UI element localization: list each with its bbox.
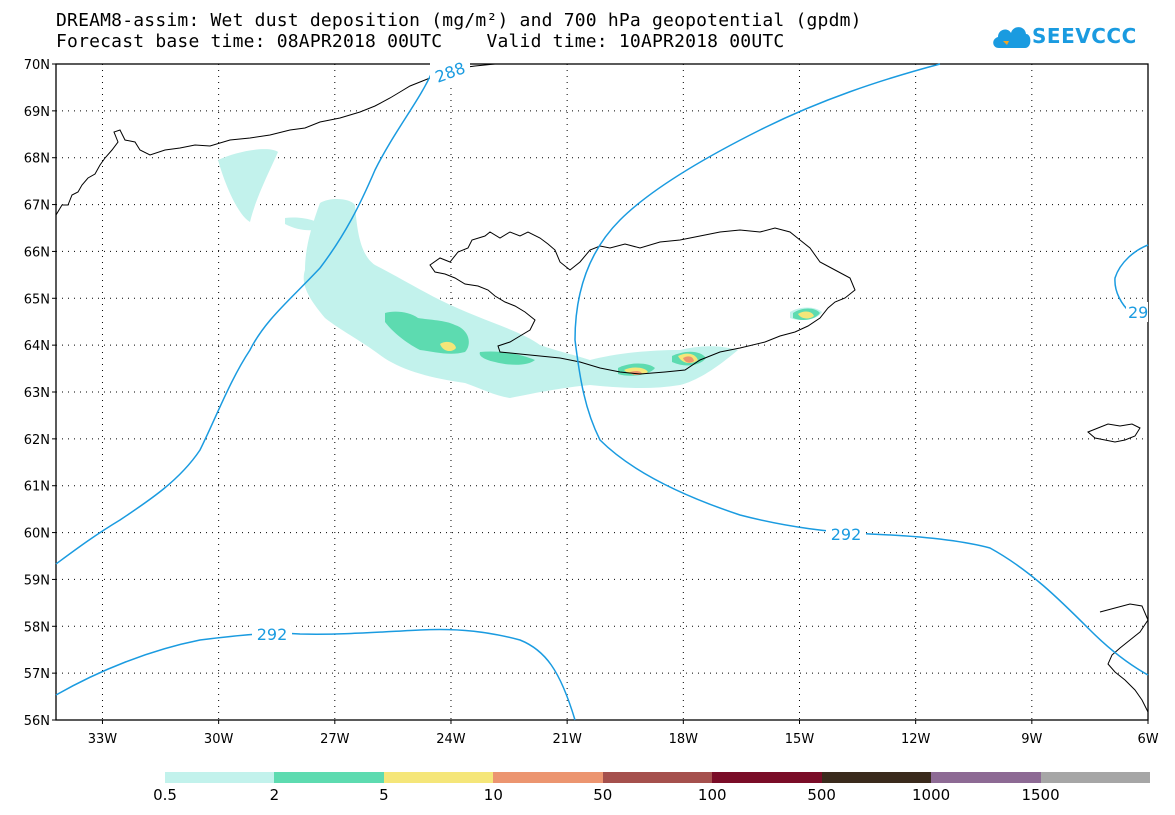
legend-label: 100 (697, 786, 727, 804)
map-subtitle: Forecast base time: 08APR2018 00UTC Vali… (56, 31, 785, 52)
contour-label: 29 (1128, 303, 1148, 322)
geopotential-contours (55, 63, 1149, 721)
legend-label: 500 (807, 786, 836, 804)
lon-label: 21W (552, 732, 582, 747)
deposition-low (218, 149, 278, 222)
greenland-coast (55, 63, 496, 216)
legend-swatch (602, 772, 713, 783)
legend-label: 1500 (1021, 786, 1060, 804)
legend-label: 2 (269, 786, 280, 804)
logo-text: SEEVCCC (1032, 24, 1137, 48)
legend-swatch (821, 772, 932, 783)
iceland-coast (429, 227, 856, 375)
lat-label: 66N (24, 245, 50, 260)
dust-deposition (218, 149, 822, 398)
contour-296-east (1114, 244, 1149, 313)
contour-label: 292 (831, 525, 862, 544)
deposition-mid (479, 351, 535, 365)
legend-label: 50 (593, 786, 613, 804)
lat-label: 68N (24, 152, 50, 167)
lat-label: 61N (24, 480, 50, 495)
contour-labels: 288 292 292 29 (252, 58, 1148, 644)
lon-label: 18W (669, 732, 699, 747)
lat-label: 58N (24, 620, 50, 635)
lon-label: 24W (436, 732, 466, 747)
lat-label: 67N (24, 199, 50, 214)
lat-label: 56N (24, 714, 50, 729)
lon-label: 30W (204, 732, 234, 747)
legend-swatch (931, 772, 1041, 783)
lon-label: 15W (785, 732, 815, 747)
lat-label: 70N (24, 58, 50, 73)
legend-label: 10 (483, 786, 503, 804)
lat-label: 63N (24, 386, 50, 401)
deposition-high (798, 311, 814, 319)
deposition-low (303, 199, 738, 398)
contour-label: 292 (257, 625, 288, 644)
contour-292-east (574, 63, 1149, 676)
legend-swatch (383, 772, 494, 783)
legend-label: 0.5 (153, 786, 177, 804)
map-title: DREAM8-assim: Wet dust deposition (mg/m²… (56, 10, 862, 31)
deposition-peak (683, 356, 694, 363)
coastlines (55, 63, 1149, 713)
lon-label: 33W (88, 732, 118, 747)
lat-label: 64N (24, 339, 50, 354)
legend-swatch (1040, 772, 1150, 783)
deposition-high (440, 341, 456, 352)
seevccc-logo: SEEVCCC (990, 18, 1140, 58)
legend-swatch (493, 772, 603, 783)
latitude-labels: 70N 69N 68N 67N 66N 65N 64N 63N 62N 61N 60N 59N 58N 5… (24, 58, 56, 729)
color-legend (165, 772, 1150, 783)
lat-label: 59N (24, 573, 50, 588)
lat-label: 62N (24, 433, 50, 448)
cloud-icon (993, 27, 1031, 48)
legend-swatch (712, 772, 822, 783)
lat-label: 60N (24, 527, 50, 542)
lon-label: 12W (901, 732, 931, 747)
legend-swatch (165, 772, 275, 783)
legend-label: 5 (379, 786, 389, 804)
legend-swatch (274, 772, 384, 783)
graticule (56, 64, 1148, 720)
contour-292-south (55, 628, 576, 721)
lat-label: 57N (24, 667, 50, 682)
lat-label: 69N (24, 105, 50, 120)
scotland-coast (1099, 603, 1149, 713)
longitude-labels: 33W 30W 27W 24W 21W 18W 15W 12W 9W 6W (88, 720, 1159, 747)
lat-label: 65N (24, 292, 50, 307)
lon-label: 9W (1021, 732, 1042, 747)
faroe-coast (1087, 423, 1141, 443)
contour-288 (55, 71, 433, 565)
lon-label: 6W (1137, 732, 1158, 747)
lon-label: 27W (320, 732, 350, 747)
legend-label: 1000 (912, 786, 951, 804)
